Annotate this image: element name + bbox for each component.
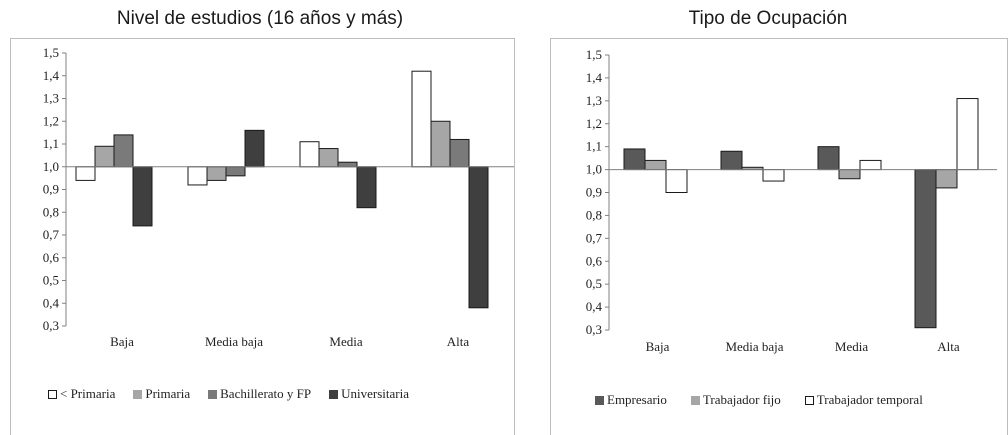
category-label: Media <box>835 339 868 354</box>
y-tick-label: 0,6 <box>43 250 60 265</box>
bar <box>357 167 376 208</box>
legend-label: < Primaria <box>60 386 115 402</box>
bar <box>957 99 978 170</box>
y-tick-label: 1,3 <box>586 93 602 108</box>
y-tick-label: 1,4 <box>43 68 60 83</box>
bar <box>245 130 264 166</box>
legend-label: Trabajador temporal <box>817 392 923 408</box>
y-tick-label: 1,4 <box>586 70 603 85</box>
legend-swatch <box>133 390 142 399</box>
bar <box>818 147 839 170</box>
bar <box>133 167 152 226</box>
category-label: Media <box>329 334 362 349</box>
bar <box>412 71 431 167</box>
legend-item: Trabajador temporal <box>805 392 923 408</box>
y-tick-label: 0,5 <box>43 273 59 288</box>
bar <box>645 160 666 169</box>
y-tick-label: 1,1 <box>586 139 602 154</box>
bar <box>188 167 207 185</box>
legend-swatch <box>48 390 57 399</box>
chart-legend: < Primaria Primaria Bachillerato y FP Unive… <box>48 386 409 402</box>
bar <box>338 162 357 167</box>
legend-swatch <box>691 396 700 405</box>
category-label: Alta <box>937 339 960 354</box>
y-tick-label: 0,8 <box>43 204 59 219</box>
legend-label: Trabajador fijo <box>703 392 781 408</box>
y-tick-label: 1,2 <box>586 116 602 131</box>
y-tick-label: 0,4 <box>43 295 60 310</box>
y-tick-label: 0,4 <box>586 299 603 314</box>
legend-item: Bachillerato y FP <box>208 386 311 402</box>
bar <box>450 139 469 166</box>
bar <box>207 167 226 181</box>
legend-item: Empresario <box>595 392 667 408</box>
bar <box>839 170 860 179</box>
category-label: Baja <box>110 334 134 349</box>
legend-swatch <box>595 396 604 405</box>
bar <box>95 146 114 166</box>
bar <box>915 170 936 328</box>
bar-chart-tipo-ocupacion: 0,3 0,4 0,5 0,6 0,7 0,8 0,9 1,0 1,1 1,2 1,3 1,4 1,5 B… <box>528 0 1008 435</box>
legend-item: Primaria <box>133 386 190 402</box>
y-tick-label: 0,9 <box>43 182 59 197</box>
bar <box>114 135 133 167</box>
legend-swatch <box>329 390 338 399</box>
chart-panel-nivel-estudios: Nivel de estudios (16 años y más) 0,3 0,4… <box>0 0 520 435</box>
legend-label: Bachillerato y FP <box>220 386 311 402</box>
chart-panel-tipo-ocupacion: Tipo de Ocupación 0,3 0,4 0,5 0,6 0,7 0,8 0,9 1… <box>528 0 1008 435</box>
category-label: Baja <box>646 339 670 354</box>
category-label: Media baja <box>205 334 263 349</box>
bar <box>721 151 742 169</box>
bar <box>763 170 784 181</box>
bar <box>226 167 245 176</box>
category-label: Media baja <box>725 339 783 354</box>
y-tick-label: 1,1 <box>43 136 59 151</box>
y-tick-label: 1,3 <box>43 91 59 106</box>
y-tick-label: 1,5 <box>586 47 602 62</box>
y-tick-label: 0,7 <box>43 227 60 242</box>
legend-item: Trabajador fijo <box>691 392 781 408</box>
category-label: Alta <box>447 334 470 349</box>
legend-label: Primaria <box>145 386 190 402</box>
bar <box>936 170 957 188</box>
bar <box>76 167 95 181</box>
y-tick-label: 0,5 <box>586 276 602 291</box>
y-tick-label: 0,9 <box>586 185 602 200</box>
legend-label: Universitaria <box>341 386 409 402</box>
bar <box>319 149 338 167</box>
legend-swatch <box>208 390 217 399</box>
legend-item: Universitaria <box>329 386 409 402</box>
y-tick-label: 0,3 <box>586 322 602 337</box>
bar <box>860 160 881 169</box>
y-tick-label: 0,8 <box>586 207 602 222</box>
bar <box>431 121 450 167</box>
bar <box>300 142 319 167</box>
y-tick-label: 1,0 <box>586 162 602 177</box>
y-tick-label: 0,6 <box>586 253 603 268</box>
chart-legend: Empresario Trabajador fijo Trabajador temp… <box>595 392 923 408</box>
y-tick-label: 0,3 <box>43 318 59 333</box>
legend-swatch <box>805 396 814 405</box>
bar <box>469 167 488 308</box>
bar <box>666 170 687 193</box>
y-tick-label: 1,0 <box>43 159 59 174</box>
y-tick-label: 1,2 <box>43 113 59 128</box>
bar-chart-nivel-estudios: 0,3 0,4 0,5 0,6 0,7 0,8 0,9 1,0 1,1 1,2 1,3 1,4 1,5 B… <box>0 0 520 435</box>
y-tick-label: 1,5 <box>43 45 59 60</box>
bar <box>624 149 645 170</box>
y-tick-label: 0,7 <box>586 230 603 245</box>
legend-label: Empresario <box>607 392 667 408</box>
legend-item: < Primaria <box>48 386 115 402</box>
